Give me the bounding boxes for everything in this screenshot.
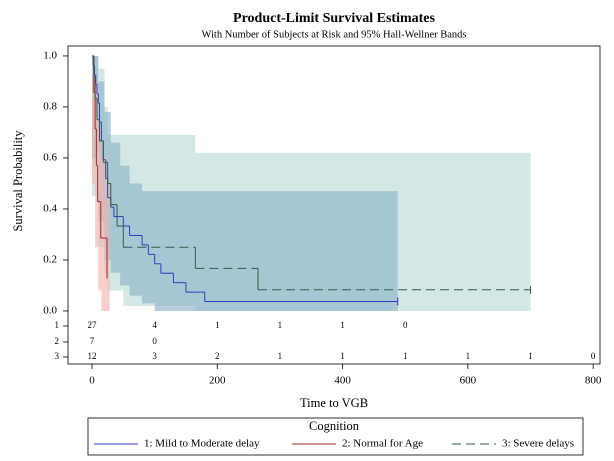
at-risk-count: 2 [215,351,220,361]
confidence-band [101,157,108,311]
x-tick-label: 600 [460,375,477,387]
at-risk-count: 1 [340,320,345,330]
y-tick-label: 1.0 [43,49,57,61]
confidence-band [129,183,143,296]
at-risk-count: 1 [403,351,408,361]
at-risk-count: 1 [528,351,533,361]
x-tick-label: 0 [89,375,95,387]
confidence-band [110,142,121,273]
plot-frame [67,45,601,365]
at-risk-count: 1 [340,351,345,361]
at-risk-count: 3 [152,351,157,361]
confidence-band [91,55,96,184]
at-risk-count: 27 [87,320,97,330]
at-risk-count: 1 [278,351,283,361]
confidence-band [120,165,130,286]
y-axis-label: Survival Probability [11,130,25,232]
y-tick-label: 0.6 [43,151,57,163]
x-tick-label: 800 [585,375,602,387]
confidence-band [154,191,186,311]
y-tick-label: 0.2 [43,253,57,265]
x-tick-label: 200 [209,375,226,387]
at-risk-count: 0 [403,320,408,330]
at-risk-group-label: 2 [55,336,60,346]
chart-subtitle: With Number of Subjects at Risk and 95% … [202,29,467,40]
at-risk-group-label: 1 [55,320,60,330]
at-risk-count: 0 [152,336,157,346]
x-axis-label: Time to VGB [300,396,368,410]
at-risk-count: 0 [591,351,596,361]
at-risk-count: 12 [87,351,96,361]
chart-title: Product-Limit Survival Estimates [233,11,436,26]
legend-title: Cognition [309,419,360,433]
x-tick-label: 400 [334,375,351,387]
at-risk-count: 4 [152,320,157,330]
at-risk-count: 1 [278,320,283,330]
confidence-band [98,124,102,291]
y-tick-label: 0.4 [43,202,57,214]
confidence-band [185,191,398,311]
legend-box [87,417,584,456]
legend-label: 3: Severe delays [502,438,574,450]
confidence-band [107,183,110,311]
legend-label: 1: Mild to Moderate delay [144,438,260,450]
y-tick-label: 0.0 [43,304,57,316]
at-risk-count: 1 [215,320,220,330]
legend-label: 2: Normal for Age [342,438,423,450]
at-risk-count: 1 [466,351,471,361]
at-risk-count: 7 [90,336,95,346]
y-tick-label: 0.8 [43,100,57,112]
at-risk-group-label: 3 [55,351,60,361]
plot-area [91,55,532,311]
